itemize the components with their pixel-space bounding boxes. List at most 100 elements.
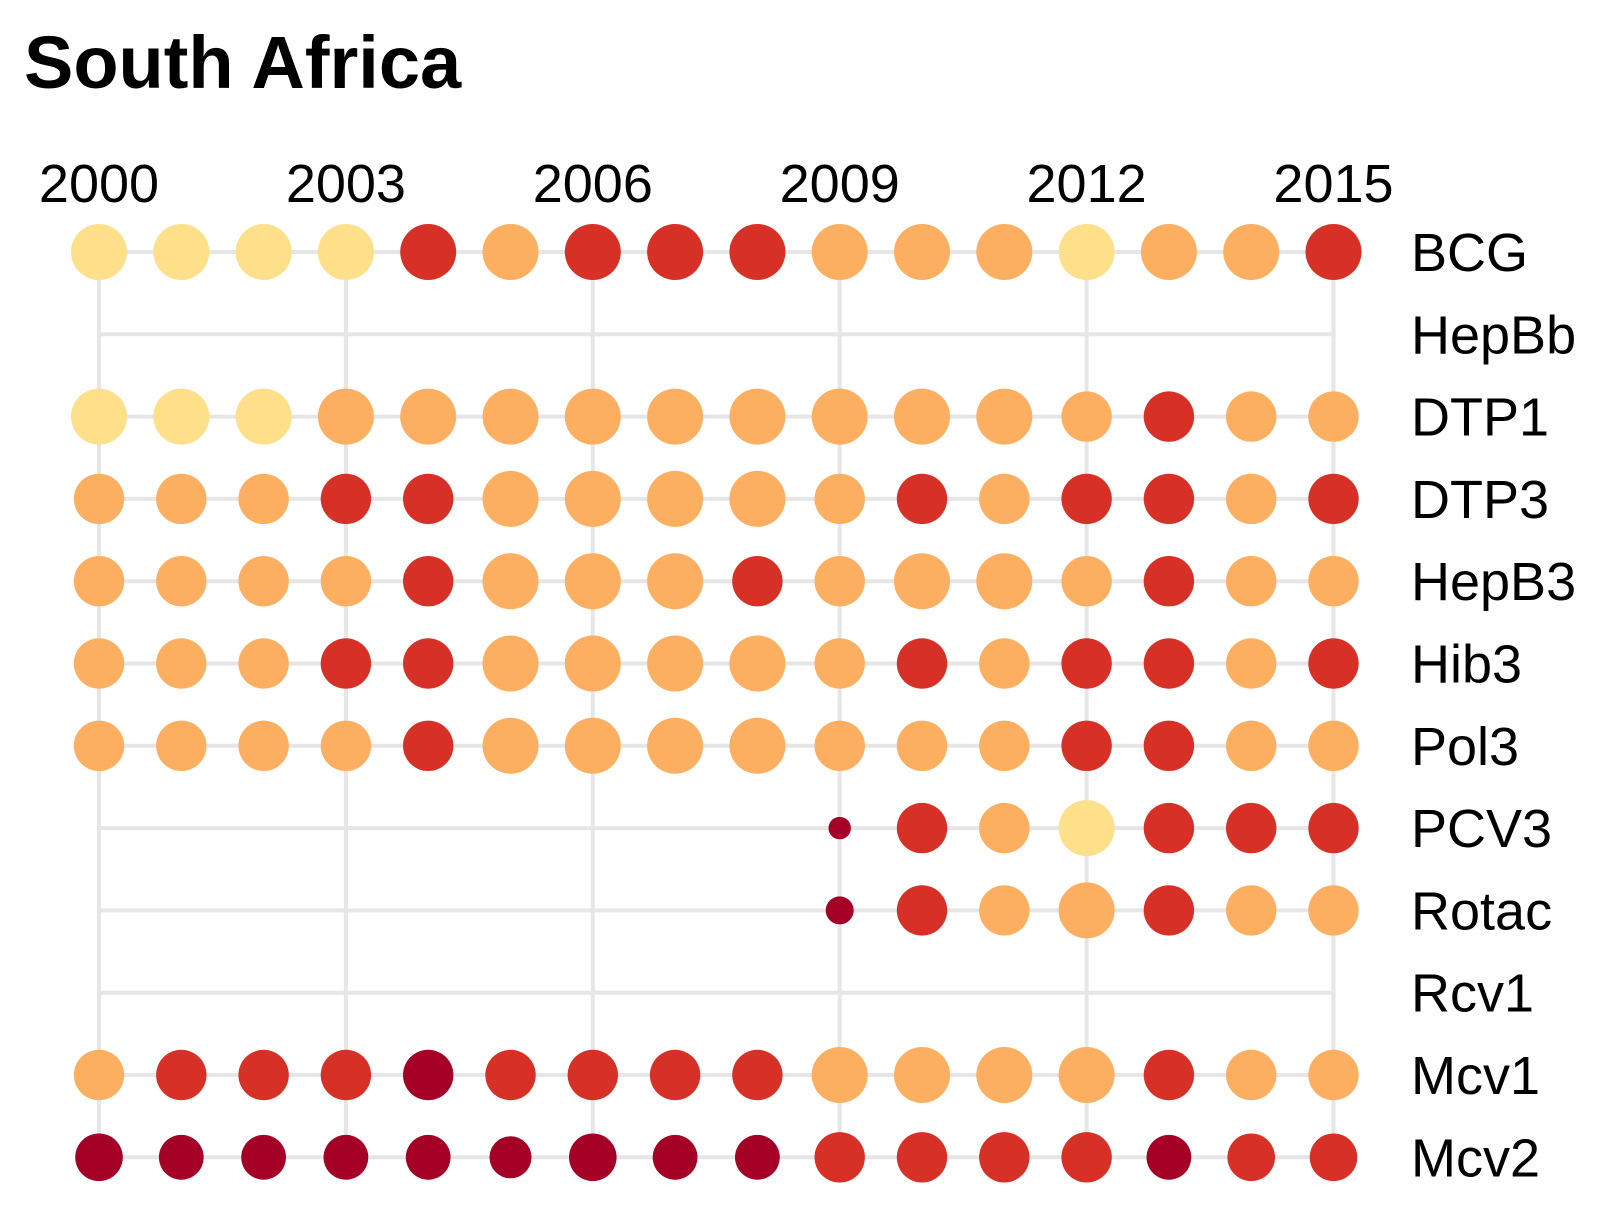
dot-Pol3-2015 (1308, 720, 1359, 771)
dot-Pol3-2008 (729, 717, 786, 774)
dot-HepB3-2013 (1143, 556, 1195, 607)
row-label-Pol3: Pol3 (1411, 717, 1519, 777)
dot-HepB3-2001 (156, 556, 207, 607)
dot-BCG-2014 (1223, 224, 1280, 280)
dot-Mcv1-2013 (1143, 1049, 1195, 1101)
row-label-HepBb: HepBb (1411, 305, 1576, 365)
row-label-Mcv2: Mcv2 (1411, 1128, 1540, 1188)
dot-Mcv1-2005 (485, 1049, 536, 1101)
dot-DTP3-2011 (979, 473, 1030, 525)
dot-Pol3-2014 (1226, 720, 1277, 771)
dot-Hib3-2004 (403, 638, 454, 689)
x-tick-label-2003: 2003 (286, 154, 406, 214)
dot-DTP1-2014 (1226, 391, 1277, 442)
dot-Rotac-2011 (979, 885, 1030, 936)
dot-Rotac-2015 (1308, 885, 1359, 936)
dot-Mcv1-2015 (1308, 1049, 1359, 1101)
dot-Mcv1-2007 (649, 1049, 701, 1101)
dot-Hib3-2001 (156, 638, 207, 689)
dot-DTP3-2006 (564, 470, 621, 527)
dot-Mcv1-2004 (403, 1049, 454, 1101)
dot-Rotac-2013 (1143, 885, 1195, 936)
dot-PCV3-2015 (1308, 802, 1359, 854)
dot-Mcv1-2001 (156, 1049, 207, 1101)
dot-Mcv2-2003 (323, 1134, 369, 1180)
dot-Mcv2-2000 (75, 1133, 123, 1182)
dot-PCV3-2014 (1226, 802, 1277, 854)
dot-Mcv1-2014 (1226, 1049, 1277, 1101)
dot-BCG-2002 (235, 224, 292, 280)
dot-Mcv2-2004 (405, 1134, 451, 1180)
dot-BCG-2012 (1058, 224, 1115, 280)
x-tick-label-2006: 2006 (533, 154, 653, 214)
dot-HepB3-2005 (482, 553, 539, 610)
dot-BCG-2015 (1305, 224, 1362, 280)
dot-Hib3-2012 (1061, 638, 1112, 689)
x-tick-label-2009: 2009 (780, 154, 900, 214)
dot-Rotac-2012 (1058, 882, 1115, 939)
dot-Mcv2-2014 (1227, 1133, 1275, 1182)
dot-Mcv2-2015 (1309, 1133, 1358, 1182)
row-label-Hib3: Hib3 (1411, 635, 1522, 695)
dot-DTP3-2015 (1308, 473, 1359, 525)
dot-DTP1-2007 (647, 388, 704, 445)
dot-DTP3-2002 (238, 473, 289, 525)
dot-Hib3-2008 (729, 635, 786, 692)
dot-BCG-2000 (71, 224, 127, 280)
dot-Mcv2-2006 (569, 1133, 617, 1182)
dot-Hib3-2013 (1143, 638, 1195, 689)
dot-Hib3-2015 (1308, 638, 1359, 689)
dot-HepB3-2014 (1226, 556, 1277, 607)
dot-Hib3-2011 (979, 638, 1030, 689)
dot-DTP1-2010 (894, 388, 950, 445)
dot-Pol3-2013 (1143, 720, 1195, 771)
dot-Mcv1-2012 (1058, 1047, 1115, 1103)
dot-Pol3-2012 (1061, 720, 1112, 771)
dot-DTP1-2011 (976, 388, 1033, 445)
dot-Mcv2-2012 (1061, 1132, 1112, 1183)
dot-DTP1-2013 (1143, 391, 1195, 442)
dot-BCG-2001 (153, 224, 210, 280)
dot-DTP3-2004 (403, 473, 454, 525)
row-label-Rcv1: Rcv1 (1411, 964, 1534, 1024)
dot-Mcv1-2008 (732, 1049, 783, 1101)
dot-DTP1-2015 (1308, 391, 1359, 442)
dot-Rotac-2014 (1226, 885, 1277, 936)
dot-BCG-2007 (647, 224, 704, 280)
dot-PCV3-2010 (896, 802, 948, 854)
dot-Mcv1-2000 (73, 1049, 125, 1101)
x-tick-label-2015: 2015 (1273, 154, 1393, 214)
row-label-DTP3: DTP3 (1411, 470, 1549, 530)
dot-DTP1-2000 (71, 388, 127, 445)
dot-Hib3-2005 (482, 635, 539, 692)
dot-BCG-2004 (400, 224, 457, 280)
dot-DTP1-2009 (811, 388, 868, 445)
dot-Hib3-2007 (647, 635, 704, 692)
x-tick-labels: 2000 2003 2006 2009 2012 2015 (39, 154, 1394, 214)
dot-DTP1-2001 (153, 388, 210, 445)
dot-DTP3-2003 (320, 473, 372, 525)
dot-DTP3-2010 (896, 473, 948, 525)
row-label-DTP1: DTP1 (1411, 388, 1549, 448)
row-label-PCV3: PCV3 (1411, 799, 1552, 859)
dot-DTP3-2005 (482, 470, 539, 527)
dot-DTP3-2009 (814, 473, 865, 525)
dot-HepB3-2008 (732, 556, 783, 607)
dot-Hib3-2000 (73, 638, 125, 689)
dot-DTP3-2014 (1226, 473, 1277, 525)
dot-Hib3-2010 (896, 638, 948, 689)
dot-Hib3-2003 (320, 638, 372, 689)
dot-DTP3-2012 (1061, 473, 1112, 525)
dot-PCV3-2009 (828, 816, 851, 840)
dot-Mcv2-2010 (896, 1132, 948, 1183)
dot-Mcv2-2013 (1146, 1134, 1192, 1180)
dot-layer (71, 224, 1362, 1183)
chart-title: South Africa (24, 21, 462, 104)
dot-HepB3-2004 (403, 556, 454, 607)
dot-HepB3-2007 (647, 553, 704, 610)
dot-Mcv1-2010 (894, 1047, 950, 1103)
dot-Rotac-2010 (896, 885, 948, 936)
dot-HepB3-2009 (814, 556, 865, 607)
dot-HepB3-2006 (564, 553, 621, 610)
